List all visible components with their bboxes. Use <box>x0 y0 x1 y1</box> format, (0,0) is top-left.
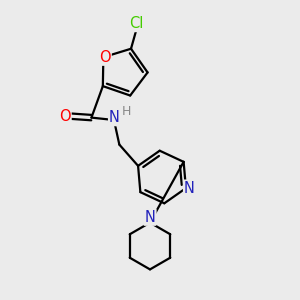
Text: O: O <box>59 109 70 124</box>
Text: O: O <box>99 50 111 65</box>
Text: Cl: Cl <box>129 16 144 31</box>
Text: N: N <box>184 181 195 196</box>
Text: H: H <box>122 105 131 118</box>
Text: N: N <box>145 210 155 225</box>
Text: N: N <box>109 110 120 125</box>
